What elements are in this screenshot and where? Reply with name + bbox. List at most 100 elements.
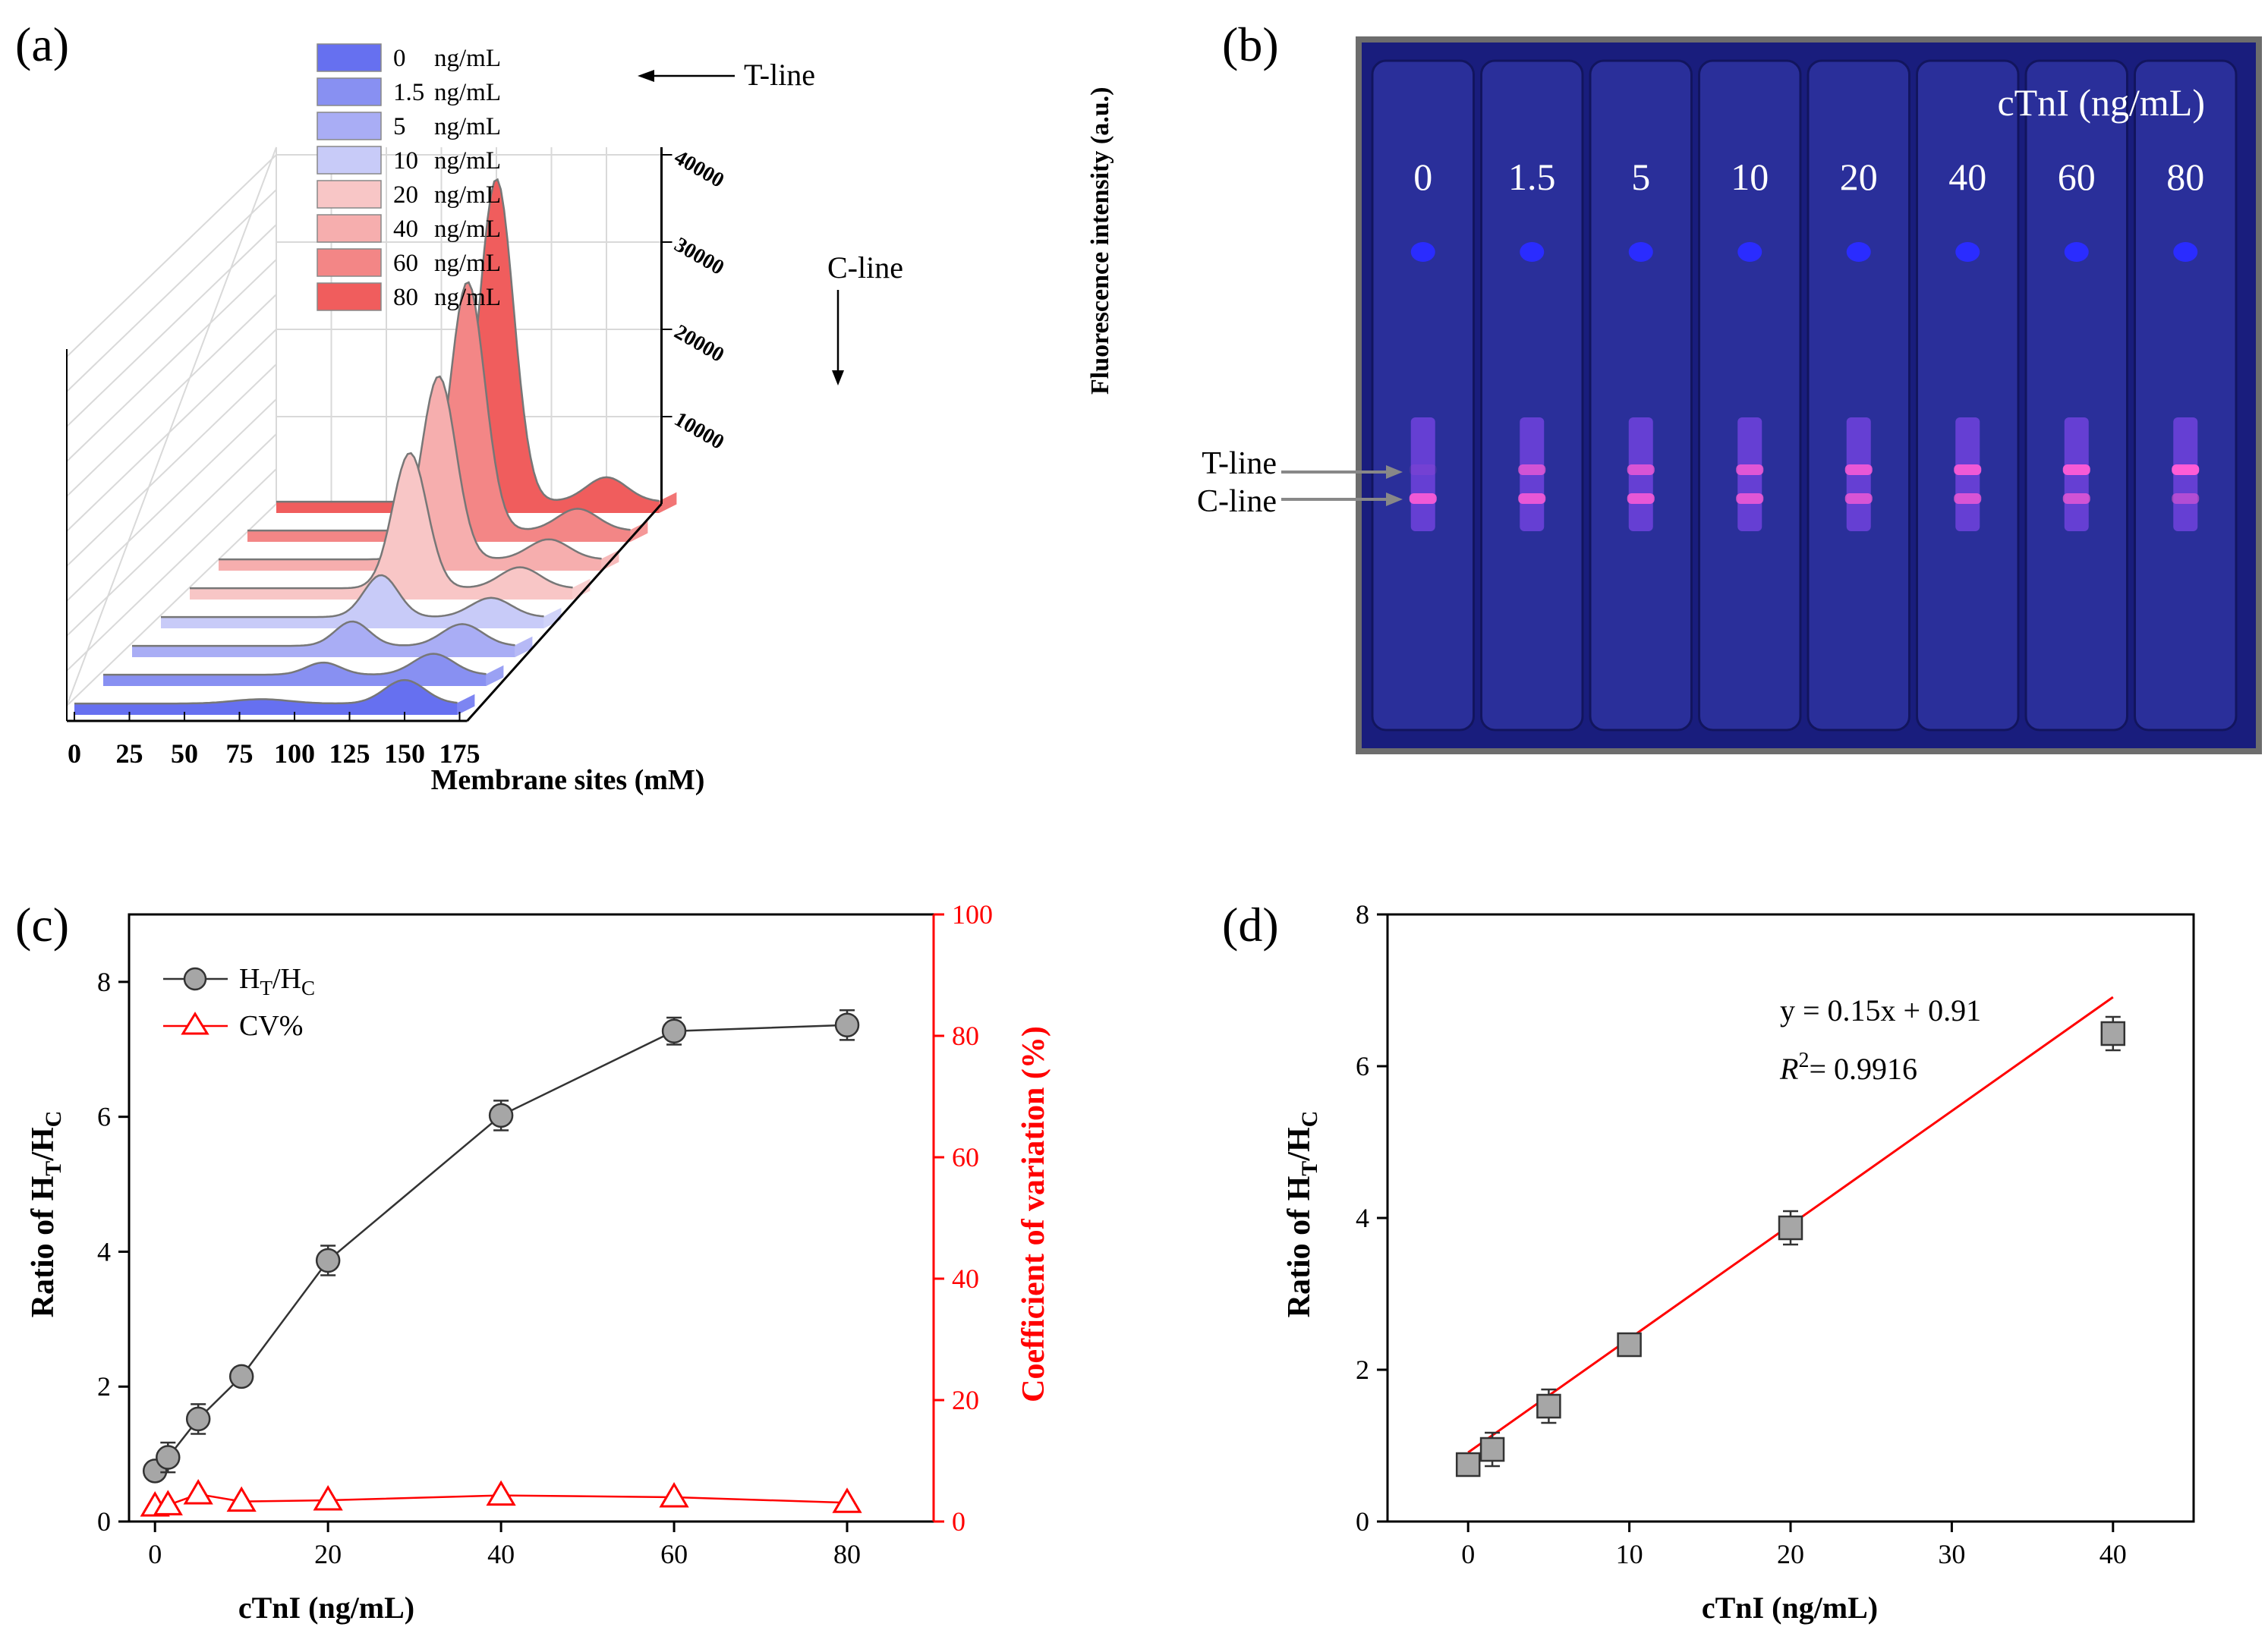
legend-unit: ng/mL [434, 79, 501, 106]
side-wall-gridline [66, 259, 277, 462]
a-x-tick-label: 175 [439, 738, 480, 769]
panel-label-c: (c) [15, 898, 69, 952]
c-y-tick-label: 0 [97, 1506, 111, 1537]
a-x-tick-label: 50 [171, 738, 198, 769]
legend-value-10: 10 [393, 147, 418, 175]
test-strip-40 [1916, 59, 2020, 732]
a-x-tick-label: 75 [226, 738, 254, 769]
ratio-point [185, 1406, 211, 1432]
t-line-annotation: T-line [744, 58, 815, 92]
t-line-band-0 [1409, 464, 1437, 475]
d-point [2100, 1021, 2126, 1046]
d-y-tick-label: 8 [1356, 899, 1369, 930]
legend-unit: ng/mL [434, 113, 501, 140]
d-y-tick-label: 0 [1356, 1506, 1369, 1537]
legend-value-0: 0 [393, 45, 406, 72]
c-series [140, 1009, 862, 1517]
ribbon-fill-20 [190, 453, 573, 600]
sample-well-60 [2064, 242, 2089, 262]
c-line-band-80 [2172, 493, 2200, 504]
d-point [1617, 1332, 1642, 1358]
c-line-label: C-line [1197, 484, 1277, 519]
legend-ratio-label: HT/HC [239, 963, 315, 999]
legend-unit: ng/mL [434, 216, 501, 243]
c-line-band-20 [1844, 493, 1873, 504]
ribbon-outline-5 [132, 620, 515, 647]
c-y2-tick-label: 80 [952, 1021, 979, 1051]
d-ylabel: Ratio of HT/HC [1282, 1111, 1322, 1318]
c-line-band-5 [1627, 493, 1655, 504]
a-y-tick-label: 20000 [670, 320, 728, 367]
ribbon-side-60 [630, 521, 648, 542]
legend-value-5: 5 [393, 113, 406, 140]
legend-value-40: 40 [393, 216, 418, 243]
c-y-tick-label: 2 [97, 1371, 111, 1402]
sample-well-40 [1955, 242, 1980, 262]
strip-label-80: 80 [2166, 156, 2204, 198]
legend-swatch-5 [317, 112, 382, 140]
a-y-tick-label: 30000 [670, 233, 728, 280]
t-line-band-1.5 [1518, 464, 1546, 475]
c-y2-tick-label: 0 [952, 1506, 965, 1537]
legend-swatch-10 [317, 146, 382, 175]
sample-well-1.5 [1520, 242, 1545, 262]
legend-cv-label: CV% [239, 1010, 303, 1042]
d-x-tick-label: 30 [1938, 1539, 1965, 1569]
panel-label-b: (b) [1222, 17, 1279, 71]
c-y-tick-label: 6 [97, 1102, 111, 1132]
c-x-tick-label: 60 [660, 1539, 688, 1569]
ribbon-outline-10 [161, 574, 544, 618]
t-line-band-5 [1627, 464, 1655, 475]
side-wall-gridline [66, 329, 277, 532]
d-series [1455, 996, 2126, 1478]
ribbon-outline-1.5 [103, 653, 487, 676]
c-x-tick-label: 0 [148, 1539, 162, 1569]
t-line-arrowhead [638, 70, 654, 82]
d-point [1536, 1393, 1561, 1419]
a-y-tick-label: 40000 [670, 146, 728, 193]
test-strip-5 [1589, 59, 1693, 732]
d-x-tick-label: 20 [1777, 1539, 1804, 1569]
ribbon-fill-1.5 [103, 653, 487, 686]
legend-swatch-1.5 [317, 77, 382, 106]
d-x-tick-label: 40 [2099, 1539, 2127, 1569]
legend-swatch-0 [317, 43, 382, 72]
c-legend: HT/HC CV% [163, 963, 315, 1042]
a-y-tick-label: 10000 [670, 408, 728, 455]
d-y-tick-label: 6 [1356, 1051, 1369, 1081]
d-point [1479, 1437, 1505, 1462]
ribbon-side-5 [515, 636, 533, 657]
panel-d-calibration-chart: 0 10 20 30 40 0 2 4 6 8 cTnI (ng/mL) Ratio of HT/… [1282, 899, 2195, 1625]
legend-value-80: 80 [393, 284, 418, 311]
c-x-tick-label: 80 [833, 1539, 861, 1569]
a-x-tick-label: 150 [384, 738, 425, 769]
strip-label-60: 60 [2058, 156, 2096, 198]
legend-unit: ng/mL [434, 181, 501, 209]
side-wall-gridline [66, 189, 277, 392]
legend-value-20: 20 [393, 181, 418, 209]
test-strip-60 [2024, 59, 2128, 732]
ratio-line [154, 1024, 848, 1472]
side-wall-gridline [66, 224, 277, 427]
ribbon-side-20 [572, 578, 591, 600]
ribbon-side-0 [457, 694, 475, 715]
panel-b-strip-photo: cTnI (ng/mL) 0 1.5 5 10 20 40 60 80 T-line C-li… [1197, 36, 2262, 754]
side-wall-gridline [66, 503, 277, 707]
d-axes: 0 10 20 30 40 0 2 4 6 8 [1356, 899, 2127, 1569]
panel-a-legend: 0 ng/mL 1.5 ng/mL 5 ng/mL 10 ng/mL 20 ng/mL 40 ng/m… [317, 43, 501, 311]
legend-swatch-20 [317, 180, 382, 209]
strip-label-10: 10 [1731, 156, 1769, 198]
side-wall-gridline [66, 294, 277, 497]
c-x-tick-label: 40 [487, 1539, 515, 1569]
c-y2-tick-label: 100 [952, 899, 993, 930]
panel-label-a: (a) [15, 17, 69, 71]
side-wall-gridline [66, 398, 277, 602]
sample-well-80 [2173, 242, 2198, 262]
cv-point [659, 1482, 689, 1508]
c-line-band-60 [2062, 493, 2090, 504]
c-y-tick-label: 8 [97, 967, 111, 997]
cv-point [153, 1490, 183, 1515]
panel-label-d: (d) [1222, 898, 1279, 952]
c-y-tick-label: 4 [97, 1236, 111, 1267]
